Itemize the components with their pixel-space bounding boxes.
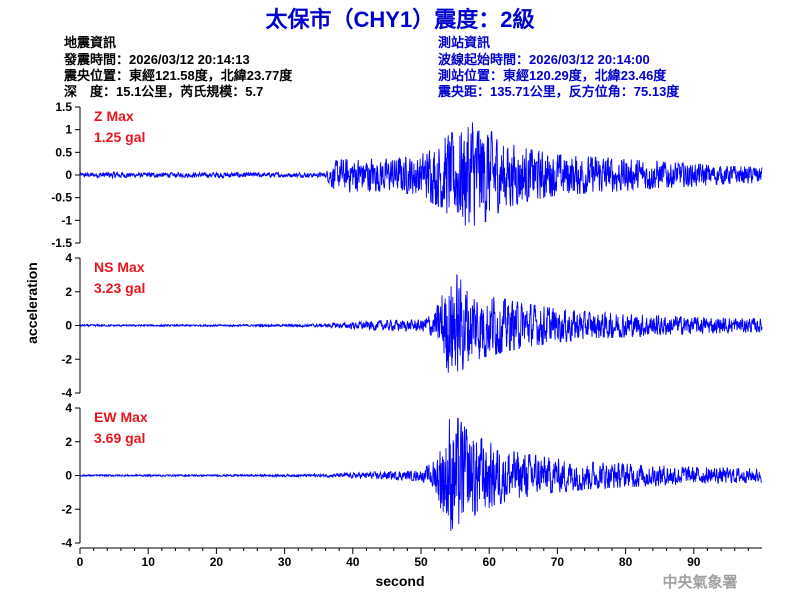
y-tick-label: -1.5 <box>51 236 72 250</box>
wave-start-time: 波線起始時間：2026/03/12 20:14:00 <box>438 52 650 67</box>
y-tick-label: 4 <box>65 251 72 265</box>
depth-magnitude: 深 度：15.1公里，芮氏規模：5.7 <box>64 84 263 99</box>
quake-info-heading: 地震資訊 <box>64 35 116 50</box>
waveform-z <box>79 122 763 226</box>
chart-title: 太保市（CHY1）震度：2級 <box>266 7 535 32</box>
x-axis-label: second <box>375 573 424 589</box>
station-location: 測站位置：東經120.29度，北緯23.46度 <box>438 68 667 83</box>
y-tick-label: 0 <box>65 319 72 333</box>
max-label-ns: NS Max <box>94 259 145 275</box>
y-tick-label: 0.5 <box>55 145 72 159</box>
y-tick-label: 4 <box>65 401 72 415</box>
x-tick-label: 20 <box>210 555 224 569</box>
x-tick-label: 90 <box>687 555 701 569</box>
origin-time: 發震時間：2026/03/12 20:14:13 <box>63 52 250 67</box>
y-tick-label: -2 <box>61 502 72 516</box>
x-tick-label: 10 <box>142 555 156 569</box>
max-value-ew: 3.69 gal <box>94 430 145 446</box>
y-tick-label: 0 <box>65 168 72 182</box>
station-info-heading: 測站資訊 <box>438 35 490 50</box>
y-tick-label: 1.5 <box>55 100 72 114</box>
y-tick-label: 0 <box>65 469 72 483</box>
max-label-z: Z Max <box>94 108 134 124</box>
x-tick-label: 70 <box>551 555 565 569</box>
trace-panel-ew: -4 -2 0 2 4 EW Max 3.69 gal <box>61 401 763 550</box>
waveform-ns <box>79 273 763 373</box>
x-tick-label: 50 <box>414 555 428 569</box>
y-tick-label: -1 <box>61 213 72 227</box>
epicentral-distance: 震央距：135.71公里，反方位角：75.13度 <box>437 84 680 99</box>
y-tick-label: 2 <box>65 285 72 299</box>
max-label-ew: EW Max <box>94 409 148 425</box>
waveform-ew <box>79 417 763 532</box>
y-tick-label: -4 <box>61 536 72 550</box>
y-tick-label: 2 <box>65 435 72 449</box>
x-tick-label: 80 <box>619 555 633 569</box>
max-value-z: 1.25 gal <box>94 129 145 145</box>
x-axis: 0 10 20 30 40 50 60 70 80 90 <box>77 547 762 569</box>
trace-panel-ns: -4 -2 0 2 4 NS Max 3.23 gal <box>61 251 763 400</box>
agency-watermark: 中央氣象署 <box>662 573 737 591</box>
x-tick-label: 0 <box>77 555 84 569</box>
x-tick-label: 60 <box>483 555 497 569</box>
trace-panel-z: -1.5 -1 -0.5 0 0.5 1 1.5 Z Max 1.25 gal <box>51 100 763 250</box>
y-tick-label: -2 <box>61 352 72 366</box>
max-value-ns: 3.23 gal <box>94 280 145 296</box>
y-tick-label: 1 <box>65 123 72 137</box>
y-tick-label: -4 <box>61 386 72 400</box>
y-axis-label: acceleration <box>24 262 40 344</box>
x-tick-label: 40 <box>346 555 360 569</box>
quake-info: 地震資訊 發震時間：2026/03/12 20:14:13 震央位置：東經121… <box>63 35 293 99</box>
epicenter: 震央位置：東經121.58度，北緯23.77度 <box>63 68 293 83</box>
y-tick-label: -0.5 <box>51 191 72 205</box>
x-tick-label: 30 <box>278 555 292 569</box>
trace-panels: -1.5 -1 -0.5 0 0.5 1 1.5 Z Max 1.25 gal -4 -2 0 2 4 NS… <box>51 100 763 550</box>
station-info: 測站資訊 波線起始時間：2026/03/12 20:14:00 測站位置：東經1… <box>437 35 680 99</box>
